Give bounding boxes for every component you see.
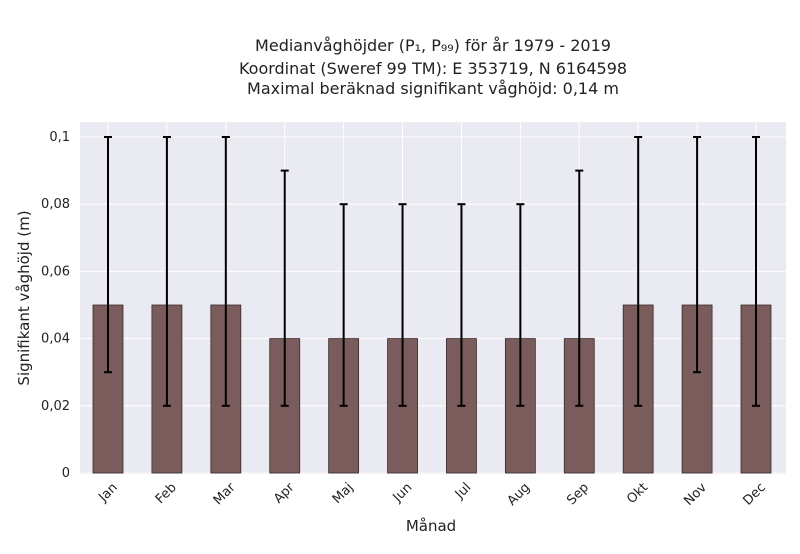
x-tick-label-nov: Nov: [681, 480, 710, 509]
x-axis-label: Månad: [406, 517, 456, 535]
chart-title-line-3: Maximal beräknad signifikant våghöjd: 0,…: [247, 79, 619, 98]
y-tick-label-0: 0: [62, 466, 70, 481]
y-tick-label-1: 0,02: [41, 399, 70, 414]
chart-title-line-2: Koordinat (Sweref 99 TM): E 353719, N 61…: [239, 59, 627, 78]
x-tick-label-okt: Okt: [624, 480, 651, 507]
y-tick-label-3: 0,06: [41, 264, 70, 279]
x-tick-label-jul: Jul: [452, 480, 474, 502]
y-tick-label-2: 0,04: [41, 332, 70, 347]
chart-title-line-1: Medianvåghöjder (P₁, P₉₉) för år 1979 - …: [255, 36, 611, 55]
x-tick-label-jun: Jun: [390, 480, 416, 506]
x-tick-label-sep: Sep: [564, 480, 592, 508]
x-tick-label-maj: Maj: [330, 480, 357, 507]
x-tick-label-mar: Mar: [211, 480, 239, 508]
y-axis-label: Signifikant våghöjd (m): [15, 210, 33, 385]
x-tick-label-apr: Apr: [271, 480, 298, 507]
x-tick-label-jan: Jan: [95, 480, 120, 505]
x-tick-label-dec: Dec: [740, 480, 768, 508]
y-tick-label-4: 0,08: [41, 197, 70, 212]
x-tick-label-feb: Feb: [153, 480, 180, 507]
plot-background: [80, 122, 786, 474]
errorbar-layer: [104, 136, 760, 407]
x-tick-label-aug: Aug: [505, 480, 534, 509]
x-tick-labels: Jan Feb Mar Apr Maj Jun Jul Aug Sep Okt Nov Dec: [95, 480, 768, 509]
y-tick-label-5: 0,1: [49, 130, 70, 145]
y-tick-labels: 0 0,02 0,04 0,06 0,08 0,1: [41, 130, 70, 481]
